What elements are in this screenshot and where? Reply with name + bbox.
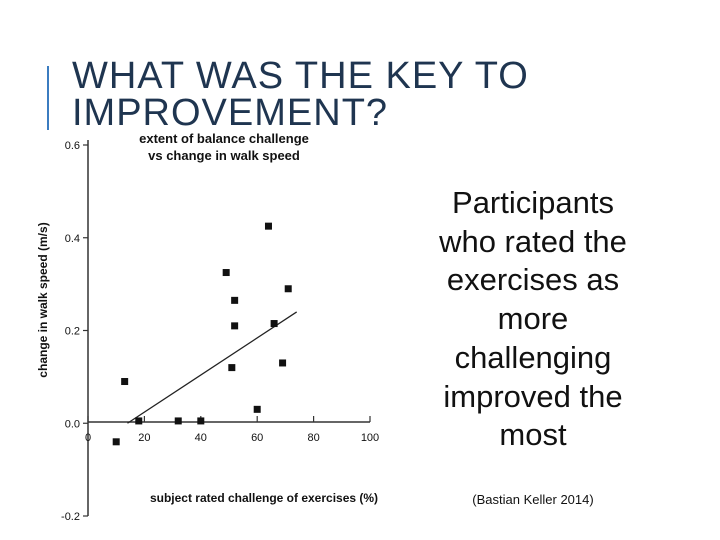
data-point	[222, 269, 230, 277]
data-point	[135, 417, 143, 425]
title-accent-bar	[47, 66, 49, 130]
x-tick-label: 0	[85, 432, 91, 444]
x-tick-label: 60	[251, 432, 263, 444]
slide-title: WHAT WAS THE KEY TO IMPROVEMENT?	[72, 55, 529, 134]
data-point	[174, 417, 182, 425]
data-point	[264, 222, 272, 230]
y-tick-label: 0.2	[65, 326, 80, 338]
y-axis-label: change in walk speed (m/s)	[36, 222, 50, 377]
body-text: Participants who rated the exercises as …	[439, 185, 627, 453]
x-tick-label: 40	[195, 432, 207, 444]
x-tick-label: 100	[361, 432, 379, 444]
chart-title-line-2: vs change in walk speed	[148, 148, 300, 163]
chart-title-line-1: extent of balance challenge	[139, 131, 309, 146]
data-point	[231, 296, 239, 304]
data-point	[197, 417, 205, 425]
data-point	[228, 364, 236, 372]
x-tick-label: 20	[138, 432, 150, 444]
y-tick-label: 0.4	[65, 233, 80, 245]
data-point	[279, 359, 287, 367]
data-point	[284, 285, 292, 293]
data-point	[231, 322, 239, 330]
data-point	[112, 438, 120, 446]
x-tick-label: 80	[307, 432, 319, 444]
y-tick-label: 0.6	[65, 140, 80, 152]
data-point	[253, 405, 261, 413]
y-tick-label: -0.2	[61, 511, 80, 523]
x-axis-label: subject rated challenge of exercises (%)	[150, 491, 378, 505]
y-tick-label: 0.0	[65, 418, 80, 430]
citation: (Bastian Keller 2014)	[472, 492, 594, 507]
data-point	[121, 378, 129, 386]
trend-line	[127, 311, 298, 424]
data-point	[270, 320, 278, 328]
